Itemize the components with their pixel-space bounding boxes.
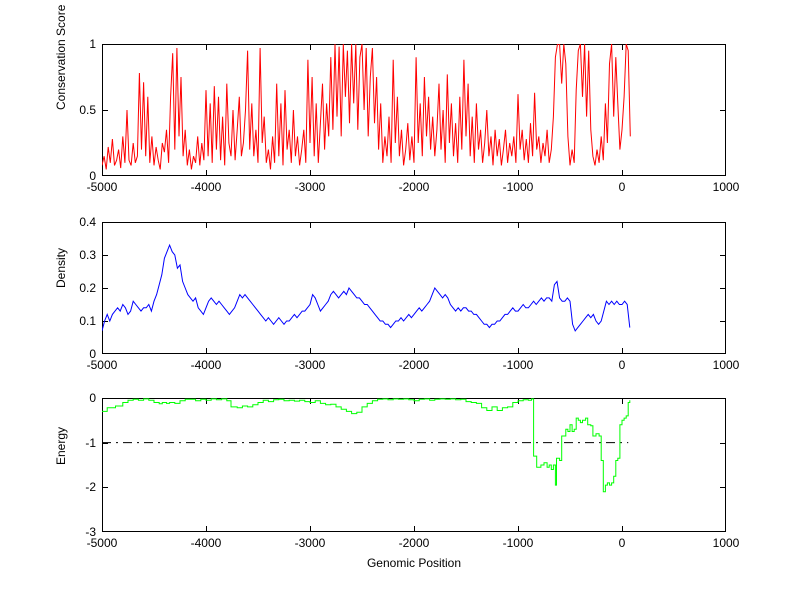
- ytick-label: 1: [89, 37, 96, 51]
- xtick-label: -2000: [398, 536, 430, 550]
- ytick-label: 0: [89, 391, 96, 405]
- xtick-label: -3000: [294, 536, 326, 550]
- xtick-label: 0: [618, 180, 626, 194]
- xtick-label: 1000: [712, 536, 740, 550]
- xtick-label: 0: [618, 536, 626, 550]
- ytick-label: -2: [85, 480, 96, 495]
- ytick-label: 0.2: [79, 281, 96, 295]
- ytick-label: 0: [89, 169, 96, 183]
- subplot-density: Density -5000 -4000 -3000 -2000 -1000 0 1000 0…: [54, 215, 739, 372]
- ytick-label: 0.4: [79, 215, 96, 229]
- xtick-label: -2000: [398, 358, 430, 372]
- density-line: [102, 243, 631, 332]
- ytick-label: -3: [85, 525, 96, 539]
- xtick-label: 0: [618, 358, 626, 372]
- xtick-label: -4000: [190, 358, 222, 372]
- xtick-label: -2000: [398, 180, 430, 194]
- conservation-score-line: [102, 44, 631, 170]
- xtick-label: 1000: [712, 358, 740, 372]
- ytick-label: 0.3: [79, 248, 96, 262]
- ytick-label: 0: [89, 347, 96, 361]
- xtick-label: -3000: [294, 358, 326, 372]
- xtick-label: 1000: [712, 180, 740, 194]
- xtick-label: -1000: [502, 180, 534, 194]
- subplot-conservation-score: Conservation Score -5000 -4000 -3000 -2000-…: [54, 5, 739, 194]
- xtick-label: -4000: [190, 180, 222, 194]
- xtick-label: -3000: [294, 180, 326, 194]
- energy-plot-area: [102, 398, 726, 532]
- ytick-label: 0.5: [79, 103, 96, 117]
- xtick-label: -1000: [502, 358, 534, 372]
- xtick-label: -1000: [502, 536, 534, 550]
- density-plot-area: [102, 222, 726, 354]
- xtick-label: -5000: [86, 536, 118, 550]
- xtick-label: -5000: [86, 180, 118, 194]
- ytick-label: -1: [85, 435, 96, 450]
- x-axis-label: Genomic Position: [366, 556, 462, 570]
- conservation-score-plot-area: [102, 44, 726, 176]
- xtick-label: -5000: [86, 358, 118, 372]
- xtick-label: -4000: [190, 536, 222, 550]
- ytick-label: 0.1: [79, 314, 96, 328]
- energy-line: [102, 398, 631, 493]
- subplot-energy: Energy -5000 -4000 -3000 -2000 -1000 0 1000 -3…: [54, 391, 739, 550]
